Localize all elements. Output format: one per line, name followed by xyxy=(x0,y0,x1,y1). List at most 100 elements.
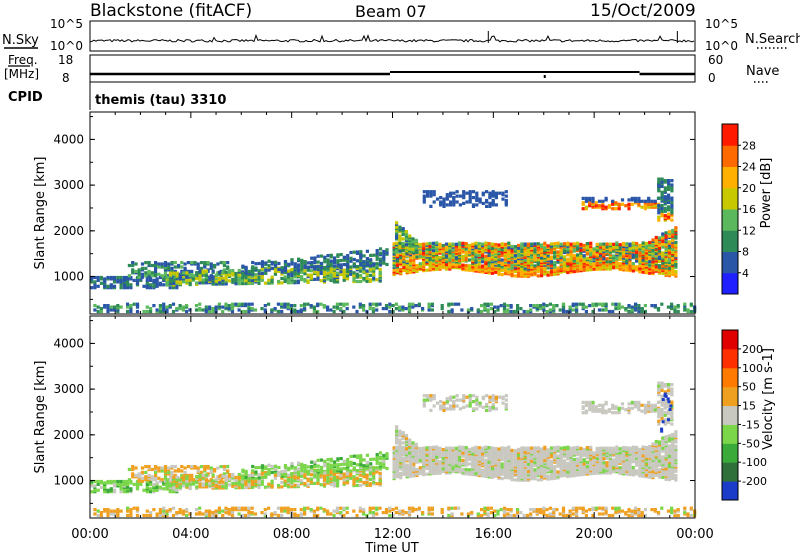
power-cell xyxy=(588,204,592,208)
velocity-cell xyxy=(190,465,194,469)
freq-label: Freq. xyxy=(8,53,38,67)
power-cell xyxy=(664,231,668,235)
velocity-cell xyxy=(241,475,245,480)
power-cell xyxy=(346,256,350,261)
power-cell xyxy=(462,193,466,197)
velocity-cell xyxy=(144,478,148,482)
power-cell xyxy=(267,259,271,263)
velocity-cell xyxy=(355,469,360,473)
velocity-cell xyxy=(247,483,251,487)
power-cell xyxy=(395,263,399,267)
power-cell xyxy=(316,260,320,264)
velocity-cell xyxy=(172,482,176,487)
velocity-cell xyxy=(336,475,340,479)
power-cell xyxy=(90,286,94,290)
velocity-cell xyxy=(155,485,159,489)
power-cell xyxy=(122,275,126,280)
power-cell xyxy=(140,266,145,270)
velocity-cell xyxy=(412,458,416,462)
power-cell xyxy=(402,252,406,256)
power-cell xyxy=(661,239,665,243)
power-cell xyxy=(175,271,179,275)
power-cell xyxy=(601,199,605,203)
velocity-cell xyxy=(378,471,382,475)
power-cell xyxy=(464,250,468,254)
power-cell xyxy=(429,190,433,194)
power-cell xyxy=(566,241,570,245)
velocity-cell xyxy=(250,485,254,489)
power-cell xyxy=(398,237,402,241)
power-cell xyxy=(428,241,432,246)
power-cell xyxy=(170,261,174,265)
velocity-cell xyxy=(481,446,485,450)
power-cell xyxy=(244,309,248,314)
power-cell xyxy=(549,260,553,264)
power-cell xyxy=(671,250,675,254)
velocity-cell xyxy=(257,476,261,480)
power-cell xyxy=(375,251,379,256)
velocity-cell xyxy=(172,485,176,489)
power-cell xyxy=(454,248,458,252)
power-cell xyxy=(310,261,314,265)
power-cell xyxy=(171,302,176,306)
velocity-cell xyxy=(180,469,184,473)
power-cell xyxy=(186,261,190,265)
velocity-cell xyxy=(454,446,458,450)
power-cell xyxy=(204,269,209,273)
power-cell xyxy=(208,278,212,282)
velocity-cell xyxy=(382,459,386,463)
power-cell xyxy=(316,264,320,269)
velocity-cell xyxy=(497,447,501,451)
velocity-cell xyxy=(260,471,264,475)
power-cell xyxy=(227,273,232,277)
power-cell xyxy=(657,208,661,212)
velocity-cell xyxy=(497,451,501,455)
power-cell xyxy=(342,268,346,272)
velocity-cell xyxy=(484,461,488,465)
power-cell xyxy=(663,189,667,193)
velocity-cell xyxy=(270,470,274,474)
power-cell xyxy=(213,263,217,268)
power-cell xyxy=(661,271,665,275)
power-cell xyxy=(277,261,281,266)
power-cell xyxy=(499,304,503,308)
velocity-cell xyxy=(428,451,432,455)
velocity-cell xyxy=(196,469,200,473)
velocity-cell xyxy=(372,480,376,484)
velocity-cell xyxy=(152,488,156,492)
velocity-cell xyxy=(126,485,130,489)
velocity-cell xyxy=(467,462,472,466)
power-cell xyxy=(502,307,507,311)
power-cell xyxy=(372,272,376,276)
power-cell xyxy=(158,307,162,311)
power-cell xyxy=(326,268,330,272)
power-cell xyxy=(461,254,465,258)
power-cell xyxy=(221,270,225,274)
power-cell xyxy=(452,196,456,200)
power-cell xyxy=(569,247,573,251)
velocity-cell xyxy=(96,479,100,484)
power-cell xyxy=(359,258,363,263)
power-cell xyxy=(496,308,500,312)
power-cell xyxy=(660,203,664,208)
power-cell xyxy=(487,242,491,246)
power-cell xyxy=(625,268,629,272)
power-cell xyxy=(329,273,333,277)
power-cell xyxy=(497,243,501,247)
velocity-cell xyxy=(349,463,353,467)
power-cell xyxy=(674,234,678,239)
power-cell xyxy=(637,196,641,200)
velocity-cell xyxy=(316,474,320,478)
power-cell xyxy=(293,275,297,279)
velocity-cell xyxy=(182,484,186,488)
velocity-cell xyxy=(306,465,310,469)
power-cell xyxy=(395,259,399,263)
power-cell xyxy=(283,268,288,272)
power-cell xyxy=(336,271,340,275)
power-cell xyxy=(222,263,226,268)
power-cell xyxy=(638,243,642,247)
velocity-cell xyxy=(329,471,333,475)
power-cell xyxy=(553,261,557,265)
velocity-cell xyxy=(533,475,537,479)
